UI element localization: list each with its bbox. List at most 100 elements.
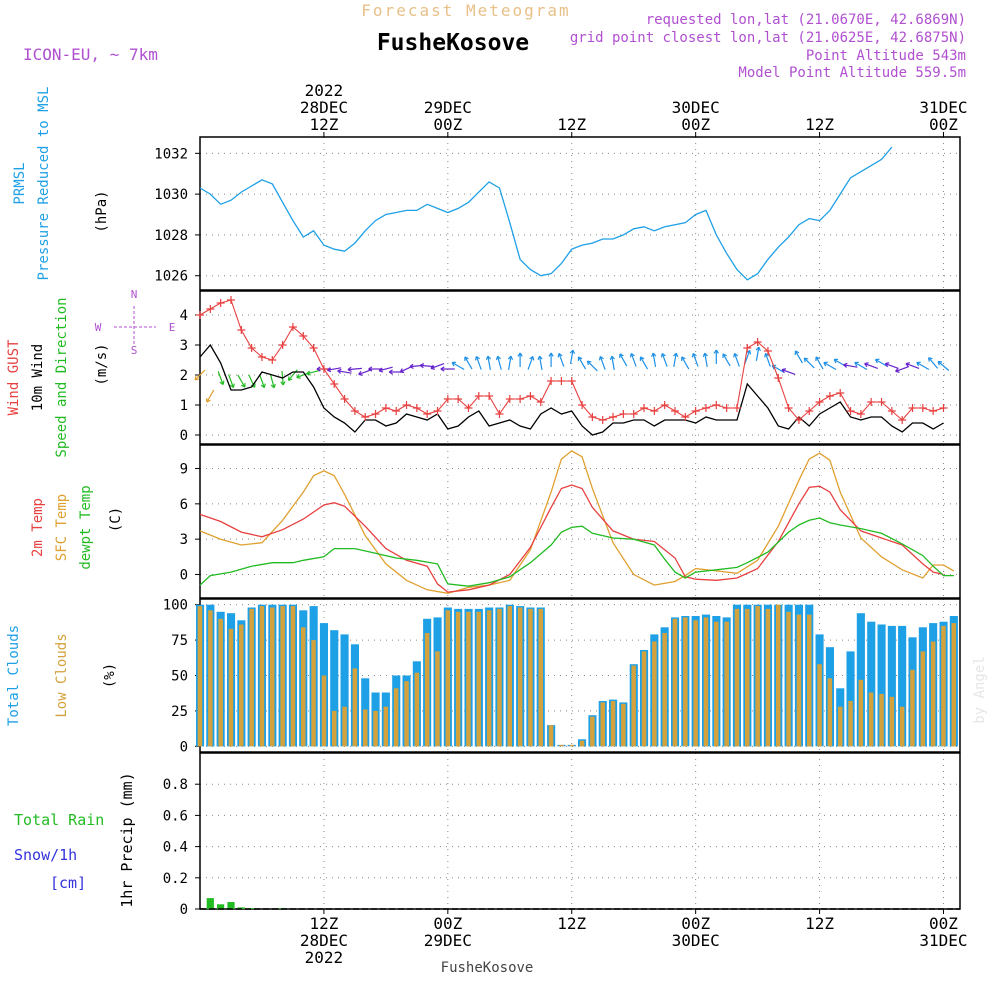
low-cloud-bar bbox=[270, 607, 275, 747]
y-tick-label: 4 bbox=[180, 308, 188, 324]
low-cloud-bar bbox=[404, 681, 409, 747]
wind-direction-arrow bbox=[864, 362, 878, 369]
arrow-shaft bbox=[306, 369, 321, 375]
wind-direction-arrow bbox=[609, 355, 615, 370]
y-tick-label: 0.2 bbox=[163, 871, 188, 887]
gust-marker bbox=[629, 410, 638, 418]
arrow-head bbox=[673, 352, 679, 358]
arrow-shaft bbox=[451, 361, 465, 371]
gust-marker bbox=[619, 410, 628, 418]
low-cloud-bar bbox=[930, 641, 936, 747]
arrow-shaft bbox=[916, 361, 930, 371]
wind-direction-arrow bbox=[206, 389, 215, 403]
compass-letter: S bbox=[131, 344, 138, 357]
top-time-label: 2022 bbox=[305, 81, 344, 100]
total-cloud-bar bbox=[887, 625, 896, 747]
y-tick-label: 75 bbox=[171, 633, 188, 649]
arrow-head bbox=[895, 367, 900, 373]
wind-direction-arrow bbox=[854, 361, 868, 371]
arrow-head bbox=[823, 361, 828, 367]
arrow-shaft bbox=[569, 350, 574, 364]
gust-marker bbox=[257, 353, 266, 361]
low-cloud-bar bbox=[497, 608, 502, 747]
arrow-head bbox=[874, 358, 880, 364]
pressure-label: Pressure Reduced to MSL bbox=[36, 87, 52, 281]
gust-marker bbox=[856, 410, 865, 418]
gust-marker bbox=[402, 401, 411, 409]
arrow-head bbox=[440, 366, 445, 372]
wind-direction-arrow bbox=[237, 374, 246, 388]
arrow-head bbox=[609, 355, 615, 361]
arrow-head bbox=[485, 355, 492, 361]
plot-area bbox=[200, 445, 960, 598]
wind-direction-arrow bbox=[598, 355, 606, 370]
arrow-shaft bbox=[630, 353, 637, 367]
wind-direction-arrow bbox=[430, 363, 445, 370]
arrow-head bbox=[722, 353, 727, 358]
arrow-head bbox=[419, 363, 425, 369]
low-cloud-bar bbox=[239, 624, 244, 747]
y-tick-label: 6 bbox=[180, 497, 188, 513]
gust-marker bbox=[732, 404, 741, 412]
arrow-head bbox=[771, 364, 777, 370]
arrow-shaft bbox=[704, 353, 708, 367]
low-cloud-bar bbox=[301, 627, 306, 747]
snow-unit: [cm] bbox=[50, 874, 86, 892]
wind-direction-arrow bbox=[937, 360, 950, 371]
low-cloud-bar bbox=[776, 604, 781, 747]
arrow-shaft bbox=[237, 374, 246, 388]
low-cloud-bar bbox=[548, 725, 554, 747]
gust-marker bbox=[278, 341, 287, 349]
y-tick-label: 1026 bbox=[154, 269, 188, 285]
arrow-head bbox=[296, 373, 301, 379]
plot-area bbox=[200, 137, 960, 290]
arrow-head bbox=[803, 357, 809, 363]
wind-direction-arrow bbox=[691, 352, 699, 367]
arrow-shaft bbox=[497, 356, 502, 370]
compass-letter: W bbox=[95, 321, 102, 334]
low-cloud-bar bbox=[352, 668, 358, 747]
arrow-shaft bbox=[475, 356, 482, 370]
low-cloud-bar bbox=[259, 606, 265, 747]
gust-marker bbox=[784, 404, 793, 412]
gust-marker bbox=[526, 392, 535, 400]
arrow-head bbox=[529, 355, 535, 361]
rain-bar bbox=[227, 902, 235, 909]
wind-direction-arrow bbox=[733, 352, 740, 367]
arrow-shaft bbox=[733, 353, 740, 367]
pressure-panel: 1026 1028 1030 1032 PRMSL Pressure Reduced to… bbox=[12, 87, 961, 291]
gust-marker bbox=[660, 401, 669, 409]
gust-marker bbox=[371, 410, 380, 418]
top-time-label: 12Z bbox=[309, 115, 338, 134]
low-cloud-bar bbox=[755, 606, 760, 747]
arrow-head bbox=[378, 367, 384, 373]
arrow-head bbox=[287, 376, 293, 381]
top-time-label: 12Z bbox=[557, 115, 586, 134]
wind-direction-arrow bbox=[474, 355, 482, 370]
arrow-head bbox=[854, 361, 859, 367]
cloud-unit: (%) bbox=[102, 663, 118, 688]
low-cloud-bar bbox=[848, 701, 853, 747]
low-cloud-bar bbox=[703, 617, 709, 747]
arrow-head bbox=[557, 352, 563, 358]
rain-bar bbox=[206, 898, 214, 909]
location-title: FusheKosove bbox=[377, 30, 529, 56]
arrow-head bbox=[598, 355, 604, 361]
bottom-time-label: 12Z bbox=[309, 914, 338, 933]
total-cloud-bar bbox=[846, 651, 855, 747]
gust-marker bbox=[319, 365, 328, 373]
low-cloud-bar bbox=[486, 610, 492, 747]
arrow-head bbox=[474, 355, 480, 361]
gust-marker bbox=[567, 377, 576, 385]
arrow-shaft bbox=[527, 356, 534, 370]
arrow-head bbox=[733, 352, 739, 358]
y-tick-label: 1028 bbox=[154, 228, 188, 244]
wind-direction-arrow bbox=[673, 352, 679, 367]
arrow-shaft bbox=[681, 356, 690, 370]
low-cloud-bar bbox=[899, 706, 905, 747]
y-tick-label: 50 bbox=[171, 669, 188, 685]
low-cloud-bar bbox=[455, 611, 461, 747]
low-cloud-bar bbox=[538, 608, 543, 747]
wind-direction-arrow bbox=[258, 374, 266, 389]
